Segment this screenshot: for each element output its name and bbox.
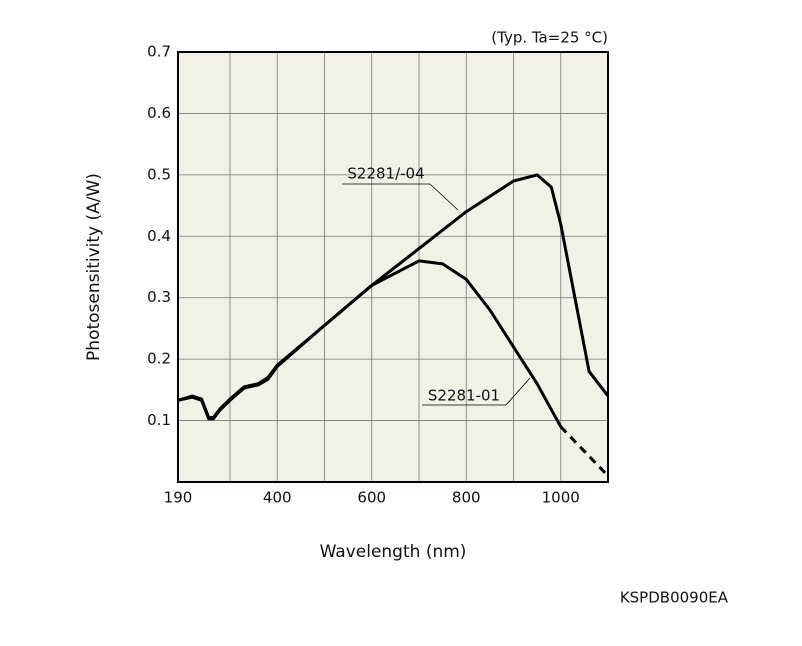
dashed-line: [559, 425, 610, 477]
footnote: KSPDB0090EA: [620, 589, 729, 607]
y-tick-label: 0.5: [147, 165, 171, 183]
x-tick-label: 600: [357, 489, 386, 507]
y-tick-label: 0.7: [147, 43, 171, 61]
y-tick-label: 0.3: [147, 288, 171, 306]
x-tick-label: 190: [164, 489, 193, 507]
y-tick-label: 0.4: [147, 227, 171, 245]
y-tick-label: 0.1: [147, 411, 171, 429]
y-tick-label: 0.6: [147, 104, 171, 122]
chart-title: (Typ. Ta=25 °C): [491, 29, 608, 47]
x-tick-label: 400: [263, 489, 292, 507]
series-label: S2281-01: [428, 387, 500, 405]
leader-line: [505, 377, 531, 406]
x-tick-label: 1000: [542, 489, 580, 507]
x-axis-label: Wavelength (nm): [320, 542, 467, 562]
plot-frame: [177, 51, 609, 483]
plot-area: 0.1 0.2 0.3 0.4 0.5 0.6 0.7 190 400 600 800 1000: [147, 43, 610, 507]
y-axis-label: Photosensitivity (A/W): [84, 173, 104, 361]
y-tick-label: 0.2: [147, 350, 171, 368]
series-label: S2281/-04: [347, 165, 424, 183]
x-tick-label: 800: [452, 489, 481, 507]
line: [177, 259, 563, 428]
leader-line: [429, 183, 459, 211]
